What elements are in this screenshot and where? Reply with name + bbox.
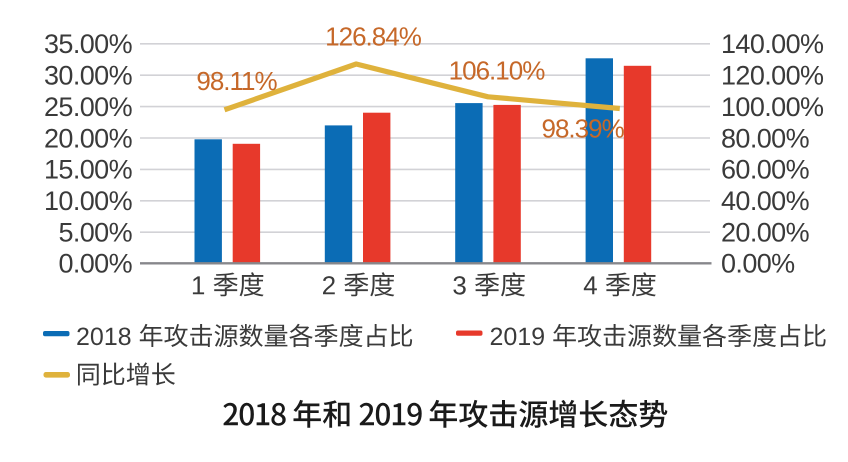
svg-text:10.00%: 10.00%: [44, 186, 133, 216]
svg-text:98.39%: 98.39%: [542, 114, 625, 144]
svg-text:20.00%: 20.00%: [44, 123, 133, 153]
svg-text:140.00%: 140.00%: [721, 29, 824, 59]
svg-text:106.10%: 106.10%: [449, 55, 546, 85]
svg-text:100.00%: 100.00%: [721, 92, 824, 122]
svg-text:15.00%: 15.00%: [44, 155, 133, 185]
svg-text:40.00%: 40.00%: [721, 186, 810, 216]
svg-text:5.00%: 5.00%: [58, 218, 132, 248]
svg-text:60.00%: 60.00%: [721, 155, 810, 185]
svg-text:0.00%: 0.00%: [721, 249, 795, 279]
svg-text:80.00%: 80.00%: [721, 123, 810, 153]
svg-text:0.00%: 0.00%: [58, 249, 132, 279]
svg-text:98.11%: 98.11%: [196, 66, 277, 96]
svg-text:25.00%: 25.00%: [44, 92, 133, 122]
svg-text:20.00%: 20.00%: [721, 218, 810, 248]
svg-text:120.00%: 120.00%: [721, 61, 824, 91]
svg-text:30.00%: 30.00%: [44, 61, 133, 91]
svg-text:126.84%: 126.84%: [325, 21, 422, 51]
svg-text:35.00%: 35.00%: [44, 29, 133, 59]
